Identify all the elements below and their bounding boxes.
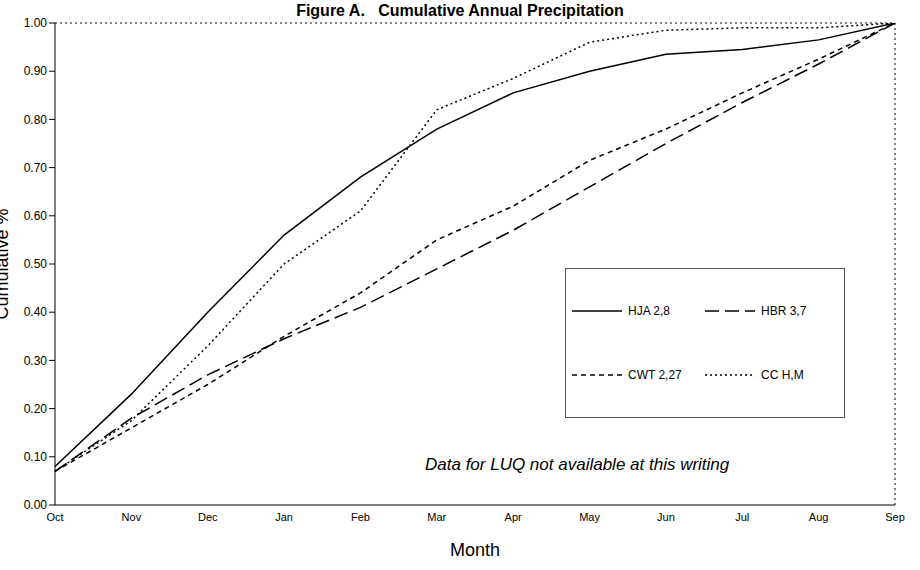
svg-text:Aug: Aug <box>809 511 829 523</box>
svg-text:Jul: Jul <box>735 511 749 523</box>
svg-text:0.10: 0.10 <box>24 450 48 464</box>
svg-text:Mar: Mar <box>427 511 446 523</box>
html-text:CWT 2,27: CWT 2,27 <box>628 368 682 382</box>
svg-text:0.50: 0.50 <box>24 257 48 271</box>
svg-text:Jun: Jun <box>657 511 675 523</box>
svg-text:Jan: Jan <box>275 511 293 523</box>
svg-text:0.40: 0.40 <box>24 305 48 319</box>
svg-text:Feb: Feb <box>351 511 370 523</box>
svg-text:Dec: Dec <box>198 511 218 523</box>
html-text:HJA 2,8: HJA 2,8 <box>628 304 670 318</box>
svg-text:0.30: 0.30 <box>24 354 48 368</box>
svg-text:May: May <box>579 511 600 523</box>
html-text:Data for LUQ not available at: Data for LUQ not available at this writi… <box>425 455 730 474</box>
svg-text:Oct: Oct <box>46 511 63 523</box>
html-text:CC H,M: CC H,M <box>761 368 804 382</box>
svg-text:Sep: Sep <box>885 511 905 523</box>
svg-text:0.60: 0.60 <box>24 209 48 223</box>
svg-text:0.90: 0.90 <box>24 64 48 78</box>
html-text:Figure A. Cumulative Annual Pr: Figure A. Cumulative Annual Precipitatio… <box>296 2 624 19</box>
svg-text:0.00: 0.00 <box>24 498 48 512</box>
svg-text:Cumulative %: Cumulative % <box>8 208 12 319</box>
svg-text:1.00: 1.00 <box>24 16 48 30</box>
html-text:HBR 3,7: HBR 3,7 <box>761 304 807 318</box>
svg-text:0.20: 0.20 <box>24 402 48 416</box>
svg-text:Nov: Nov <box>122 511 142 523</box>
svg-text:Apr: Apr <box>505 511 522 523</box>
svg-text:0.70: 0.70 <box>24 161 48 175</box>
svg-text:0.80: 0.80 <box>24 113 48 127</box>
svg-text:Month: Month <box>450 540 500 560</box>
